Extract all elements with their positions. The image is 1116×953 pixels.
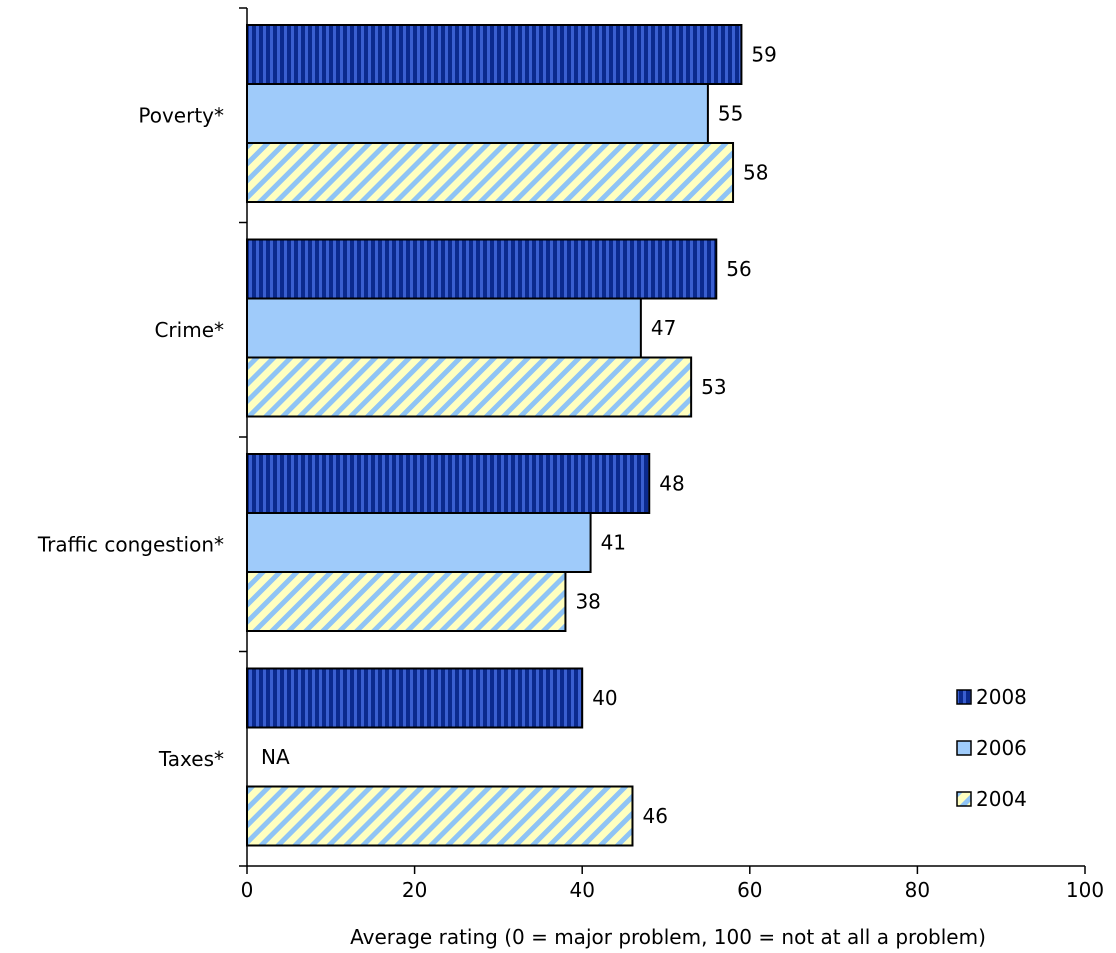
legend: 2008 2006 2004 <box>956 685 1027 811</box>
bar-2004 <box>246 571 567 632</box>
value-label: 53 <box>701 375 726 399</box>
category-label: Traffic congestion* <box>37 532 224 556</box>
x-tick-label: 60 <box>737 878 762 902</box>
bar-2008 <box>246 24 743 85</box>
value-label-na: NA <box>261 745 290 769</box>
bar-2008 <box>246 453 651 514</box>
value-label: 40 <box>592 686 617 710</box>
value-label: 59 <box>751 43 776 67</box>
category-label: Taxes* <box>158 747 224 771</box>
bar-2006 <box>246 297 642 359</box>
labels: Poverty* 59 55 58 Crime* 56 47 53 Traffic conges… <box>37 43 777 829</box>
value-label: 55 <box>718 102 743 126</box>
bar-2004 <box>246 356 693 418</box>
category-label: Crime* <box>154 318 224 342</box>
bar-2008 <box>246 238 718 300</box>
legend-label: 2008 <box>976 685 1027 709</box>
category-label: Poverty* <box>138 103 224 127</box>
x-tick-label: 100 <box>1066 878 1104 902</box>
legend-label: 2004 <box>976 787 1027 811</box>
legend-swatch-2004 <box>956 791 972 807</box>
bars <box>246 24 743 847</box>
value-label: 38 <box>575 590 600 614</box>
bar-2004 <box>246 785 634 847</box>
value-label: 41 <box>601 531 626 555</box>
value-label: 56 <box>726 257 751 281</box>
x-tick-label: 80 <box>905 878 930 902</box>
bar-2006 <box>246 83 709 144</box>
bar-2004 <box>246 142 735 203</box>
bar-2006 <box>246 512 592 573</box>
value-label: 46 <box>642 804 667 828</box>
legend-swatch-2006 <box>956 740 972 756</box>
x-tick-label: 0 <box>241 878 254 902</box>
value-label: 48 <box>659 472 684 496</box>
legend-swatch-2008 <box>956 689 972 705</box>
x-tick-label: 20 <box>402 878 427 902</box>
x-tick-label: 40 <box>569 878 594 902</box>
legend-label: 2006 <box>976 736 1027 760</box>
bar-2008 <box>246 667 584 729</box>
value-label: 47 <box>651 316 676 340</box>
value-label: 58 <box>743 161 768 185</box>
x-axis-title: Average rating (0 = major problem, 100 =… <box>350 925 986 949</box>
